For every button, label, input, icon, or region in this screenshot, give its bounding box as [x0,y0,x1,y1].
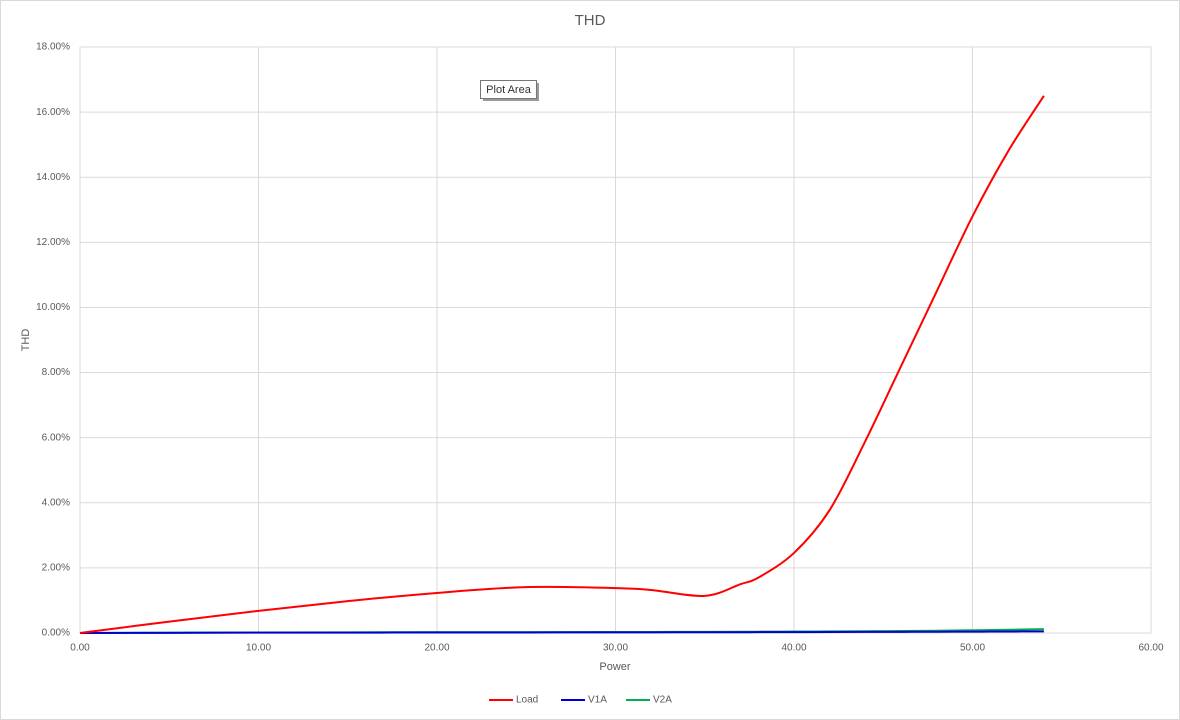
series-line [79,630,1044,634]
series-line [79,95,1045,634]
y-tick-label: 8.00% [42,367,70,378]
x-tick-label: 0.00 [70,643,90,654]
x-tick-label: 60.00 [1138,643,1163,654]
x-tick-label: 40.00 [781,643,806,654]
y-tick-label: 12.00% [36,237,70,248]
tooltip-box [480,80,537,99]
y-tick-label: 0.00% [42,628,70,639]
chart-title: THD [575,12,606,29]
y-tick-label: 18.00% [36,42,70,53]
legend-label: Load [516,695,538,706]
y-tick-label: 16.00% [36,107,70,118]
x-tick-label: 20.00 [424,643,449,654]
y-tick-label: 2.00% [42,563,70,574]
x-tick-label: 50.00 [960,643,985,654]
y-tick-label: 10.00% [36,302,70,313]
y-tick-label: 4.00% [42,497,70,508]
y-axis-title: THD [20,329,32,352]
y-tick-label: 6.00% [42,432,70,443]
legend-label: V1A [588,695,607,706]
legend-label: V2A [653,695,672,706]
x-axis-title: Power [599,661,631,673]
y-tick-label: 14.00% [36,172,70,183]
x-tick-label: 30.00 [603,643,628,654]
x-tick-label: 10.00 [246,643,271,654]
tooltip-text: Plot Area [486,84,532,96]
tooltip: Plot Area [480,80,539,101]
